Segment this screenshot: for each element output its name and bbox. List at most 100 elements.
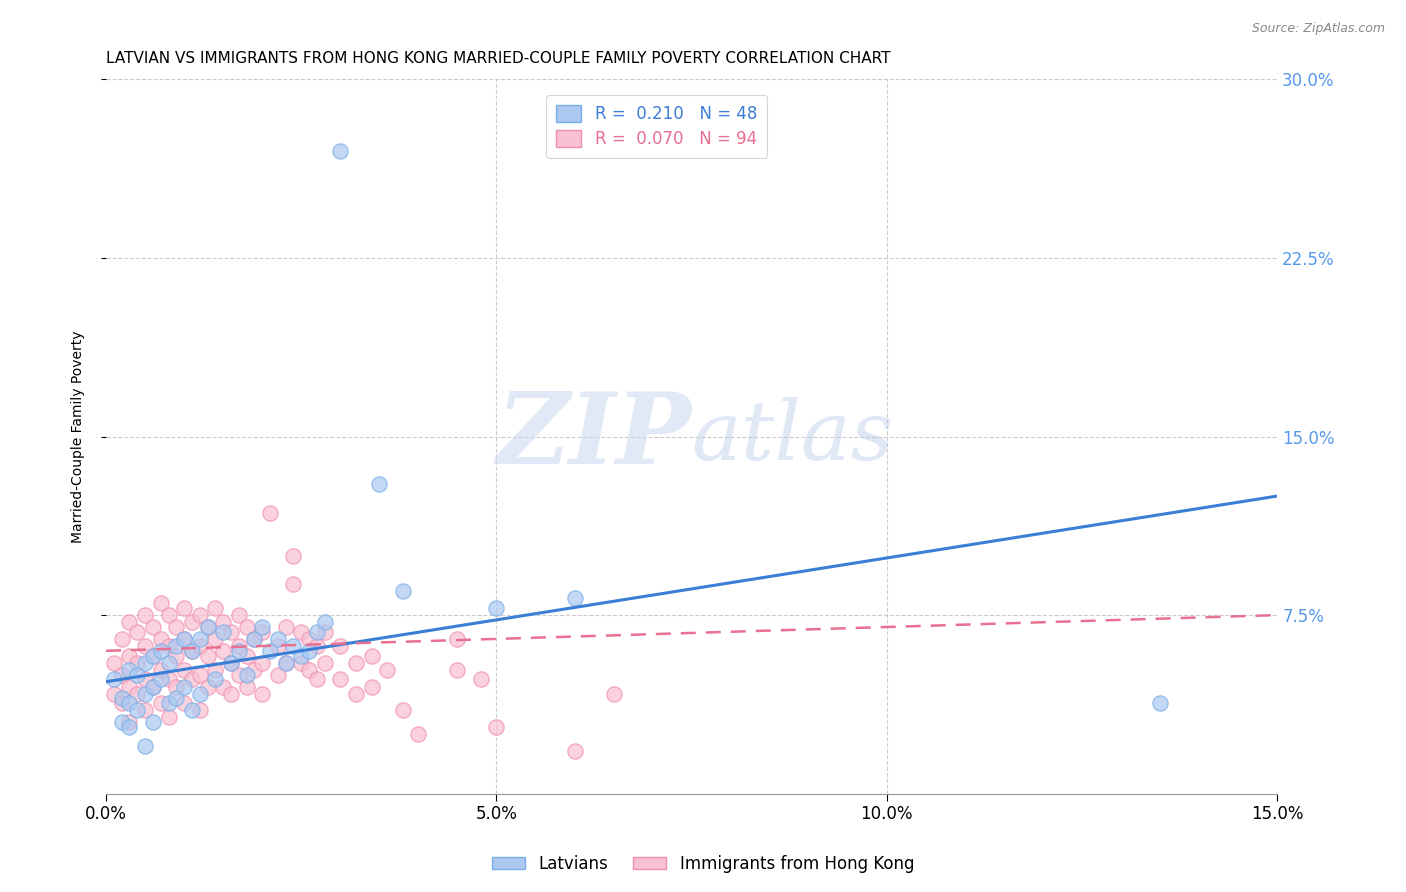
- Point: [103, 687, 125, 701]
- Point: [212, 644, 235, 658]
- Point: [134, 656, 156, 670]
- Point: [134, 703, 156, 717]
- Legend: Latvians, Immigrants from Hong Kong: Latvians, Immigrants from Hong Kong: [485, 848, 921, 880]
- Point: [111, 696, 134, 710]
- Point: [188, 667, 211, 681]
- Point: [127, 624, 149, 639]
- Point: [602, 687, 624, 701]
- Point: [165, 680, 187, 694]
- Point: [485, 601, 508, 615]
- Point: [188, 632, 211, 646]
- Point: [118, 680, 141, 694]
- Point: [305, 639, 328, 653]
- Point: [173, 696, 195, 710]
- Point: [212, 624, 235, 639]
- Point: [165, 648, 187, 663]
- Point: [329, 639, 352, 653]
- Point: [290, 648, 312, 663]
- Point: [228, 608, 250, 623]
- Point: [283, 577, 305, 591]
- Point: [142, 680, 165, 694]
- Point: [127, 667, 149, 681]
- Point: [134, 639, 156, 653]
- Point: [111, 691, 134, 706]
- Point: [103, 673, 125, 687]
- Point: [329, 144, 352, 158]
- Point: [259, 644, 281, 658]
- Y-axis label: Married-Couple Family Poverty: Married-Couple Family Poverty: [72, 330, 86, 542]
- Point: [314, 615, 336, 630]
- Point: [252, 624, 274, 639]
- Text: LATVIAN VS IMMIGRANTS FROM HONG KONG MARRIED-COUPLE FAMILY POVERTY CORRELATION C: LATVIAN VS IMMIGRANTS FROM HONG KONG MAR…: [105, 51, 890, 66]
- Point: [118, 615, 141, 630]
- Point: [283, 549, 305, 563]
- Text: atlas: atlas: [692, 397, 894, 476]
- Point: [228, 667, 250, 681]
- Point: [470, 673, 492, 687]
- Point: [165, 620, 187, 634]
- Point: [235, 667, 257, 681]
- Point: [134, 673, 156, 687]
- Point: [111, 715, 134, 730]
- Point: [446, 663, 468, 677]
- Point: [204, 663, 226, 677]
- Point: [243, 632, 266, 646]
- Point: [157, 608, 180, 623]
- Point: [188, 639, 211, 653]
- Point: [118, 720, 141, 734]
- Point: [305, 673, 328, 687]
- Point: [298, 644, 321, 658]
- Point: [127, 703, 149, 717]
- Point: [360, 648, 382, 663]
- Point: [118, 715, 141, 730]
- Point: [134, 739, 156, 753]
- Point: [142, 680, 165, 694]
- Point: [298, 632, 321, 646]
- Point: [274, 656, 297, 670]
- Point: [173, 680, 195, 694]
- Point: [157, 656, 180, 670]
- Point: [235, 620, 257, 634]
- Point: [111, 667, 134, 681]
- Point: [165, 639, 187, 653]
- Point: [360, 680, 382, 694]
- Point: [243, 632, 266, 646]
- Point: [127, 687, 149, 701]
- Point: [118, 648, 141, 663]
- Point: [134, 608, 156, 623]
- Point: [197, 648, 219, 663]
- Point: [173, 632, 195, 646]
- Point: [188, 703, 211, 717]
- Point: [243, 663, 266, 677]
- Point: [228, 639, 250, 653]
- Point: [142, 620, 165, 634]
- Point: [219, 656, 242, 670]
- Point: [127, 656, 149, 670]
- Point: [314, 624, 336, 639]
- Point: [329, 673, 352, 687]
- Point: [274, 656, 297, 670]
- Point: [212, 680, 235, 694]
- Point: [305, 624, 328, 639]
- Point: [173, 601, 195, 615]
- Point: [283, 639, 305, 653]
- Point: [181, 703, 204, 717]
- Point: [197, 620, 219, 634]
- Text: ZIP: ZIP: [496, 388, 692, 484]
- Point: [212, 615, 235, 630]
- Point: [235, 680, 257, 694]
- Point: [235, 648, 257, 663]
- Point: [204, 673, 226, 687]
- Point: [290, 624, 312, 639]
- Point: [157, 710, 180, 724]
- Point: [391, 584, 413, 599]
- Point: [564, 744, 586, 758]
- Point: [181, 644, 204, 658]
- Point: [391, 703, 413, 717]
- Point: [118, 696, 141, 710]
- Point: [134, 687, 156, 701]
- Point: [267, 632, 290, 646]
- Point: [219, 624, 242, 639]
- Point: [259, 506, 281, 520]
- Point: [252, 687, 274, 701]
